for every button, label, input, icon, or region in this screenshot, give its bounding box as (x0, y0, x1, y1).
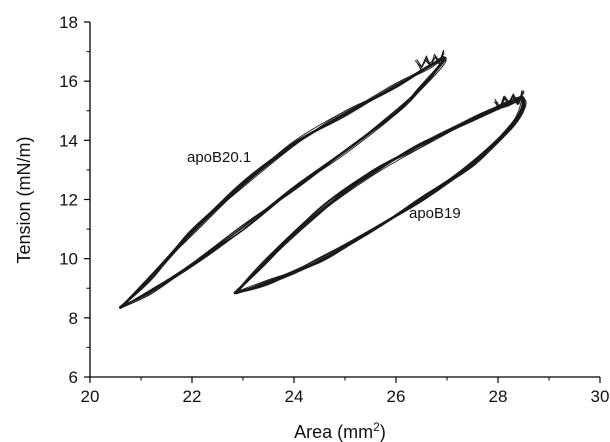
series-apob19 (233, 89, 527, 295)
series-label-apob20-1: apoB20.1 (187, 149, 251, 166)
y-tick-label: 6 (69, 368, 78, 387)
loop-curve (119, 58, 446, 308)
loop-curve (119, 55, 445, 310)
labels-layer: 20 22 24 26 28 30 6 8 10 12 14 16 18 (59, 13, 609, 406)
loop-curve (120, 58, 444, 309)
loop-curve (119, 56, 447, 310)
ticks-layer (84, 21, 601, 383)
loop-curve (120, 57, 447, 309)
x-axis-title: Area (mm2) (294, 420, 386, 442)
loop-curve (119, 57, 447, 309)
x-tick-label: 30 (591, 387, 610, 406)
x-tick-label: 26 (387, 387, 406, 406)
plot-frame (89, 22, 600, 378)
x-tick-label: 22 (183, 387, 202, 406)
loop-curve (118, 56, 445, 309)
x-axis-title-end: ) (380, 422, 386, 442)
series-label-apob19: apoB19 (409, 205, 461, 222)
y-axis-title: Tension (mN/m) (14, 136, 34, 263)
y-tick-label: 8 (69, 309, 78, 328)
x-tick-label: 20 (81, 387, 100, 406)
y-tick-label: 12 (59, 191, 78, 210)
overshoot-trace (494, 91, 525, 110)
loop-curve (233, 99, 527, 294)
overshoot-trace (494, 89, 523, 110)
loop-curve (233, 99, 526, 294)
loop-curve (235, 98, 526, 294)
loop-curve (119, 56, 446, 309)
loop-curve (119, 58, 443, 309)
series-layer (118, 49, 527, 310)
x-tick-label: 24 (285, 387, 304, 406)
series-apob20-1 (118, 49, 447, 310)
y-tick-label: 10 (59, 250, 78, 269)
loop-curve (119, 58, 447, 309)
x-axis-title-sup: 2 (373, 420, 380, 434)
overshoot-trace (417, 52, 445, 70)
y-tick-label: 16 (59, 72, 78, 91)
overshoot-trace (416, 53, 445, 68)
loop-curve (119, 58, 446, 309)
y-tick-label: 18 (59, 13, 78, 32)
x-axis-title-main: Area (mm (294, 422, 373, 442)
x-tick-label: 28 (489, 387, 508, 406)
loop-curve (119, 58, 444, 309)
loop-curve (119, 58, 444, 309)
loop-curve (119, 59, 445, 307)
y-tick-label: 14 (59, 131, 78, 150)
